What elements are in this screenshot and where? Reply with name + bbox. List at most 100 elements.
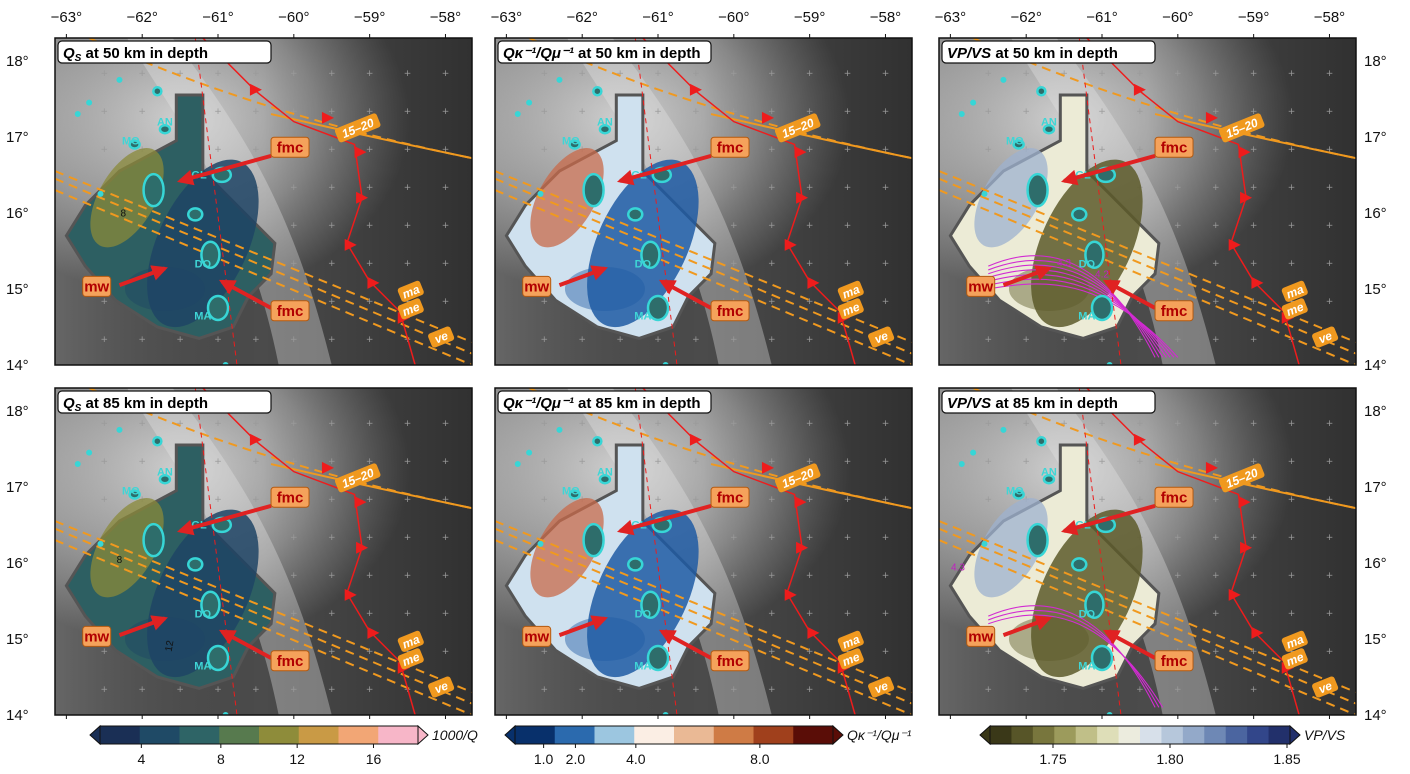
- contour-label: 8: [117, 555, 123, 566]
- pointer-label: fmc: [1161, 653, 1188, 670]
- y-tick-label-right: 15°: [1364, 631, 1387, 648]
- grid-cross: +: [404, 145, 412, 155]
- grid-cross: +: [730, 571, 738, 581]
- island-outline: [142, 522, 165, 558]
- grid-cross: +: [252, 335, 260, 345]
- island-outline: [640, 590, 661, 619]
- deposit-line: [939, 539, 1356, 715]
- panel-title: QS at 85 km in depth: [57, 390, 272, 414]
- islet: [958, 461, 965, 468]
- colorbar-label: Qκ⁻¹/Qμ⁻¹: [847, 727, 912, 743]
- grid-cross: +: [806, 495, 814, 505]
- colorbar-swatch: [674, 726, 715, 744]
- grid-cross: +: [1174, 335, 1182, 345]
- grid-cross: +: [442, 533, 450, 543]
- island-outline: [598, 124, 612, 135]
- colorbar-swatch: [1097, 726, 1120, 744]
- grid-cross: +: [442, 495, 450, 505]
- grid-cross: +: [328, 297, 336, 307]
- pointer-arrow: [118, 615, 168, 638]
- grid-cross: +: [882, 533, 890, 543]
- grid-cross: +: [1022, 335, 1030, 345]
- grid-cross: +: [214, 145, 222, 155]
- grid-cross: +: [404, 259, 412, 269]
- grid-cross: +: [654, 495, 662, 505]
- x-tick-label: −62°: [566, 9, 597, 26]
- contour-label: 12: [164, 639, 177, 652]
- grid-cross: +: [1326, 457, 1334, 467]
- grid-cross: +: [1060, 69, 1068, 79]
- grid-cross: +: [328, 221, 336, 231]
- grid-cross: +: [1174, 69, 1182, 79]
- grid-cross: +: [806, 69, 814, 79]
- trench-triangle: [344, 588, 357, 601]
- grid-cross: +: [730, 685, 738, 695]
- anomaly-c: [124, 266, 205, 311]
- grid-cross: +: [882, 419, 890, 429]
- pointer-label-box: [82, 625, 112, 647]
- pointer-label: mw: [524, 628, 549, 645]
- grid-cross: +: [844, 609, 852, 619]
- pointer-label: fmc: [277, 303, 304, 320]
- colorbar-tick-label: 1.85: [1273, 751, 1300, 767]
- grid-cross: +: [541, 685, 549, 695]
- grid-cross: +: [1326, 419, 1334, 429]
- grid-cross: +: [290, 221, 298, 231]
- grid-cross: +: [1136, 69, 1144, 79]
- deposit-line-solid: [1154, 463, 1356, 510]
- deposit-label: ma: [400, 282, 422, 302]
- grid-cross: +: [1288, 419, 1296, 429]
- grid-cross: +: [101, 145, 109, 155]
- grid-cross: +: [176, 69, 184, 79]
- island-label: DO: [635, 609, 652, 621]
- grid-cross: +: [768, 145, 776, 155]
- vpvs-contour: [988, 259, 1160, 358]
- grid-cross: +: [101, 495, 109, 505]
- grid-cross: +: [985, 145, 993, 155]
- deposit-label-box: [774, 463, 821, 493]
- trench-triangle: [1240, 191, 1253, 204]
- pointer-arrow: [558, 615, 608, 638]
- grid-cross: +: [654, 69, 662, 79]
- grid-cross: +: [1022, 419, 1030, 429]
- island-label: MO: [1006, 485, 1024, 497]
- grid-cross: +: [1174, 533, 1182, 543]
- grid-cross: +: [985, 107, 993, 117]
- deposit-label-box: [397, 630, 424, 652]
- pointer-label: mw: [968, 278, 993, 295]
- pointer-label: fmc: [717, 139, 744, 156]
- grid-cross: +: [1250, 419, 1258, 429]
- colorbar-tick-label: 8: [217, 751, 225, 767]
- grid-cross: +: [844, 183, 852, 193]
- grid-cross: +: [882, 183, 890, 193]
- grid-cross: +: [176, 335, 184, 345]
- island-outline: [1090, 294, 1114, 322]
- grid-cross: +: [1288, 221, 1296, 231]
- grid-cross: +: [730, 335, 738, 345]
- trench-triangle: [1238, 146, 1251, 159]
- trench-triangle: [1238, 496, 1251, 509]
- island-outline: [1012, 139, 1025, 150]
- grid-cross: +: [1250, 495, 1258, 505]
- pointer-label: fmc: [277, 139, 304, 156]
- colorbar: 1.0 2.0 4.0 8.0 Qκ⁻¹/Qμ⁻¹: [504, 724, 912, 767]
- trench-triangle: [1228, 588, 1241, 601]
- trench-triangle: [1205, 111, 1218, 124]
- grid-cross: +: [328, 145, 336, 155]
- grid-cross: +: [578, 335, 586, 345]
- grid-cross: +: [768, 297, 776, 307]
- deposit-label-box: [428, 676, 455, 698]
- grid-cross: +: [1174, 457, 1182, 467]
- vpvs-contour: [988, 614, 1164, 708]
- grid-cross: +: [214, 107, 222, 117]
- grid-cross: +: [404, 457, 412, 467]
- island-outline: [1042, 124, 1056, 135]
- grid-cross: +: [1250, 183, 1258, 193]
- grid-cross: +: [1098, 457, 1106, 467]
- grid-cross: +: [844, 419, 852, 429]
- deposit-line-solid: [710, 113, 912, 160]
- colorbar-cap-high: [832, 724, 844, 746]
- grid-cross: +: [654, 419, 662, 429]
- grid-cross: +: [768, 457, 776, 467]
- deposit-label-box: [334, 113, 381, 143]
